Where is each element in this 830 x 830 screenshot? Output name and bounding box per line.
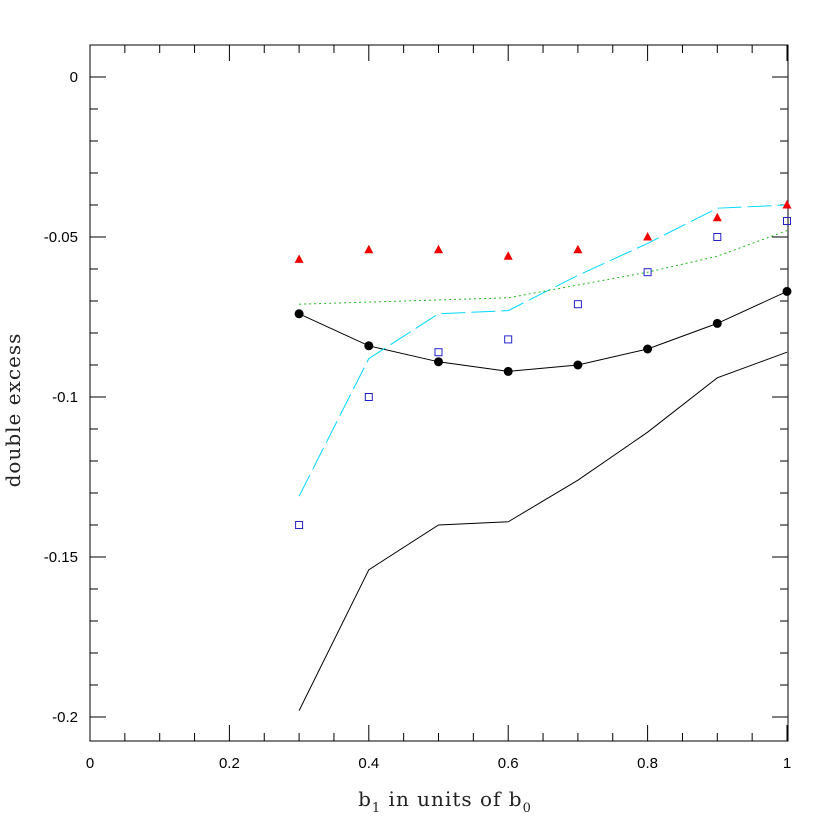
series-4-point	[295, 521, 304, 529]
x-tick-label: 0.6	[498, 755, 519, 772]
x-tick-label: 0.8	[637, 755, 658, 772]
series-4-point	[434, 348, 443, 357]
series-5-point	[712, 212, 722, 222]
series-0-point	[712, 318, 722, 328]
series-0-line	[298, 290, 788, 372]
x-tick-label: 1	[783, 755, 791, 772]
series-0-point	[503, 366, 513, 376]
series-5-point	[573, 244, 583, 254]
series-0-point	[573, 360, 583, 370]
x-axis-title: b1 in units of b0	[358, 787, 532, 816]
series-5-point	[503, 251, 513, 260]
series-4-point	[783, 217, 791, 225]
tick-labels: 0 0.2 0.4 0.6 0.8 1 0 -0.05 -0.1 -0.15 -0.2	[44, 69, 791, 772]
series-5-point	[364, 244, 374, 254]
series-4-point	[364, 393, 373, 401]
series-5-point	[782, 200, 792, 209]
plot-frame	[89, 44, 789, 742]
series-4-point	[504, 335, 513, 344]
series-4-point	[643, 268, 652, 277]
y-axis-title: double excess	[1, 333, 25, 488]
y-tick-label: 0	[70, 69, 78, 86]
series-0-point	[643, 344, 653, 354]
y-tick-label: -0.1	[52, 389, 78, 406]
series-5-point	[294, 254, 304, 263]
y-tick-label: -0.05	[44, 229, 78, 246]
y-tick-label: -0.15	[44, 549, 78, 566]
x-tick-label: 0.2	[219, 755, 240, 772]
x-tick-label: 0	[86, 755, 94, 772]
series-4-point	[713, 233, 722, 241]
y-tick-label: -0.2	[52, 709, 78, 726]
series-layer	[294, 200, 792, 711]
series-0-point	[782, 286, 792, 296]
series-0-point	[434, 357, 443, 367]
series-5-point	[643, 232, 653, 241]
axis-ticks	[89, 44, 788, 741]
series-3-line	[299, 230, 788, 305]
series-5-point	[434, 244, 443, 254]
x-tick-label: 0.4	[358, 755, 379, 772]
series-2-line	[298, 204, 788, 497]
series-0-point	[294, 309, 304, 319]
series-0-point	[364, 341, 374, 351]
series-4-point	[573, 300, 582, 309]
series-1-line	[298, 351, 788, 711]
